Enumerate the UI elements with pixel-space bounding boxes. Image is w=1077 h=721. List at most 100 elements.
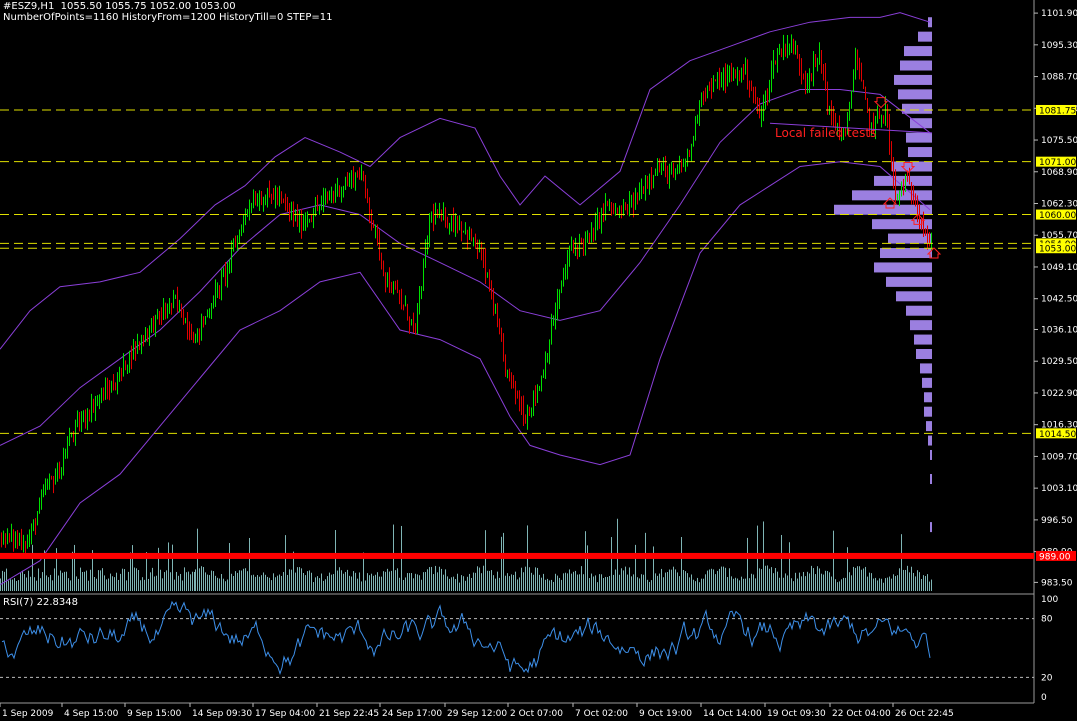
volume-profile-bar [916,348,932,359]
price-tick-label: 1068.90 [1041,168,1077,178]
volume-bar [241,570,242,591]
volume-bar [545,579,546,591]
volume-bar [725,567,726,591]
volume-bar [893,574,894,591]
volume-bar [341,570,342,591]
volume-bar [48,577,49,591]
volume-bar [467,576,468,591]
volume-bar [597,582,598,591]
volume-bar [743,578,744,591]
bollinger-lower-band [0,161,931,586]
date-tick-label: 21 Sep 22:45 [319,709,379,719]
volume-bar [679,576,680,591]
volume-bar [685,571,686,591]
volume-bar [859,566,860,591]
volume-bar [104,575,105,591]
volume-bar [635,544,636,591]
volume-bar [551,579,552,591]
volume-profile-bar [896,291,932,302]
volume-bar [407,573,408,591]
volume-bar [547,578,548,591]
volume-bar [473,572,474,591]
volume-bar [691,574,692,591]
volume-bar [885,578,886,591]
volume-bar [705,574,706,591]
volume-bar [717,570,718,591]
volume-bar [501,536,502,591]
volume-bar [259,576,260,591]
volume-profile-bar [914,334,932,345]
volume-bar [32,544,33,591]
volume-bar [847,547,848,591]
volume-bar [563,573,564,591]
volume-bar [349,575,350,591]
volume-bar [357,578,358,591]
volume-bar [471,577,472,591]
volume-bar [36,580,37,591]
volume-bar [517,579,518,591]
volume-bar [197,528,198,591]
volume-bar [194,571,195,591]
volume-profile-bar [894,74,932,85]
date-tick-label: 17 Sep 04:00 [255,709,315,719]
volume-bar [136,568,137,591]
volume-profile-bar [906,132,932,143]
level-label: 1081.75 [1039,106,1076,116]
volume-bar [329,572,330,591]
volume-bar [683,569,684,591]
volume-bar [697,577,698,591]
price-tick-label: 1036.10 [1041,325,1077,335]
level-label-box [1036,209,1076,220]
volume-bar [40,578,41,591]
volume-bar [841,579,842,591]
volume-bar [807,571,808,591]
volume-bar [207,574,208,591]
volume-bar [713,569,714,591]
volume-bar [80,567,81,591]
volume-profile-bar [910,320,932,331]
volume-bar [56,548,57,591]
volume-bar [273,573,274,591]
level-label-box [1036,428,1076,439]
volume-bar [579,574,580,591]
volume-bar [126,580,127,591]
volume-bar [403,579,404,591]
price-tick-label: 1075.50 [1041,136,1077,146]
volume-bar [703,578,704,591]
volume-bar [721,566,722,591]
volume-bar [643,574,644,591]
volume-bar [8,580,9,591]
volume-bar [835,579,836,591]
volume-bar [419,575,420,591]
volume-bar [627,574,628,591]
volume-bar [38,568,39,591]
volume-profile-bar [930,522,932,533]
volume-bar [433,574,434,591]
volume-bar [369,575,370,591]
volume-bar [144,579,145,591]
volume-bar [64,571,65,591]
level-label: 1053.00 [1039,245,1076,255]
volume-bar [661,568,662,591]
volume-bar [361,581,362,591]
volume-bar [215,575,216,591]
volume-bar [76,576,77,591]
volume-bar [395,570,396,591]
volume-bar [307,571,308,591]
volume-bar [138,570,139,591]
volume-bar [4,571,5,591]
volume-bar [773,573,774,591]
volume-bar [10,579,11,591]
volume-bar [201,566,202,591]
volume-bar [867,576,868,591]
volume-bar [481,573,482,591]
volume-bar [513,574,514,591]
volume-bar [503,532,504,591]
volume-bar [613,574,614,591]
volume-bar [435,565,436,591]
price-tick-label: 1101.90 [1041,9,1077,19]
volume-bar [287,574,288,591]
volume-bar [154,576,155,591]
volume-bar [239,570,240,591]
